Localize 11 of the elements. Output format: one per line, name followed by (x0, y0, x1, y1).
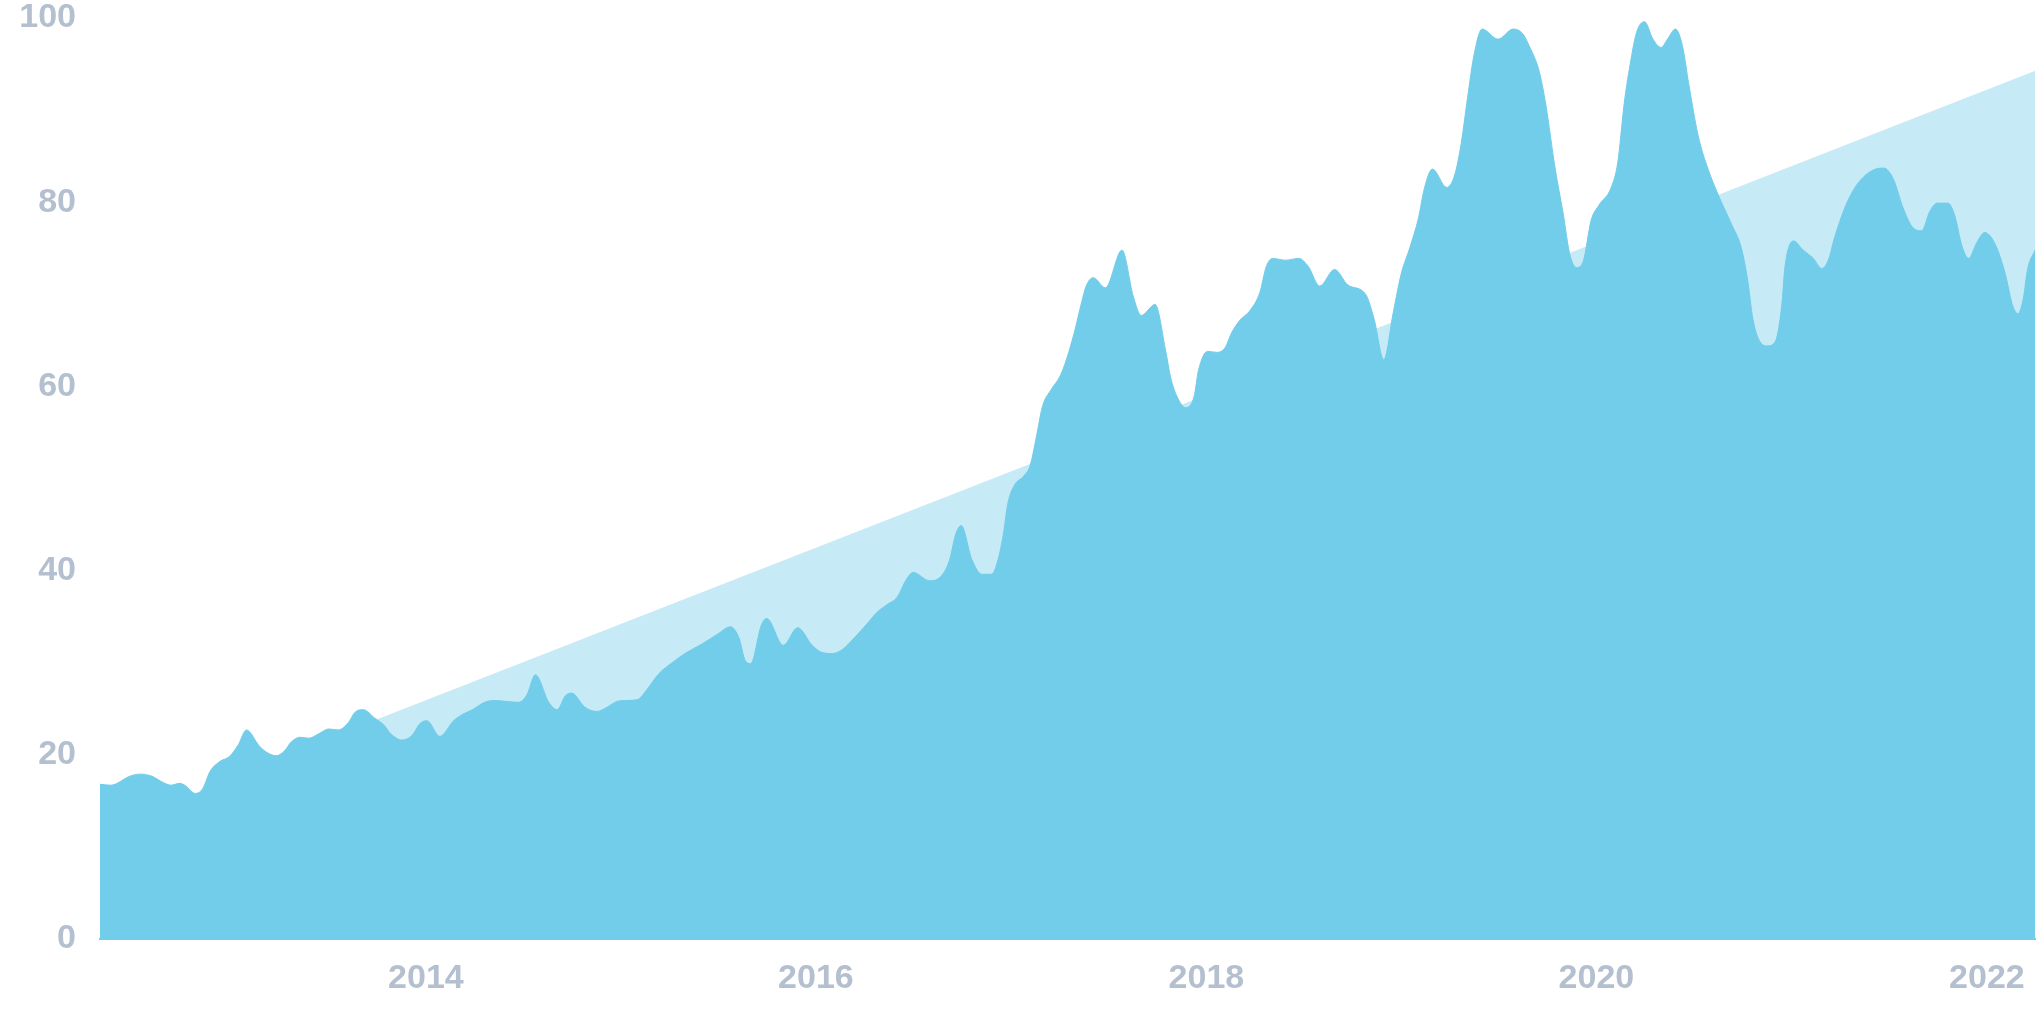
x-tick-label: 2022 (1949, 956, 2025, 995)
x-tick-label: 2016 (778, 956, 854, 995)
x-tick-label: 2014 (388, 956, 464, 995)
y-tick-label: 80 (38, 180, 76, 219)
y-tick-label: 40 (38, 548, 76, 587)
y-tick-label: 0 (57, 917, 76, 956)
y-tick-label: 60 (38, 364, 76, 403)
y-tick-label: 100 (19, 0, 76, 35)
x-tick-label: 2020 (1558, 956, 1635, 995)
y-tick-label: 20 (38, 733, 76, 772)
x-tick-label: 2018 (1168, 956, 1245, 995)
